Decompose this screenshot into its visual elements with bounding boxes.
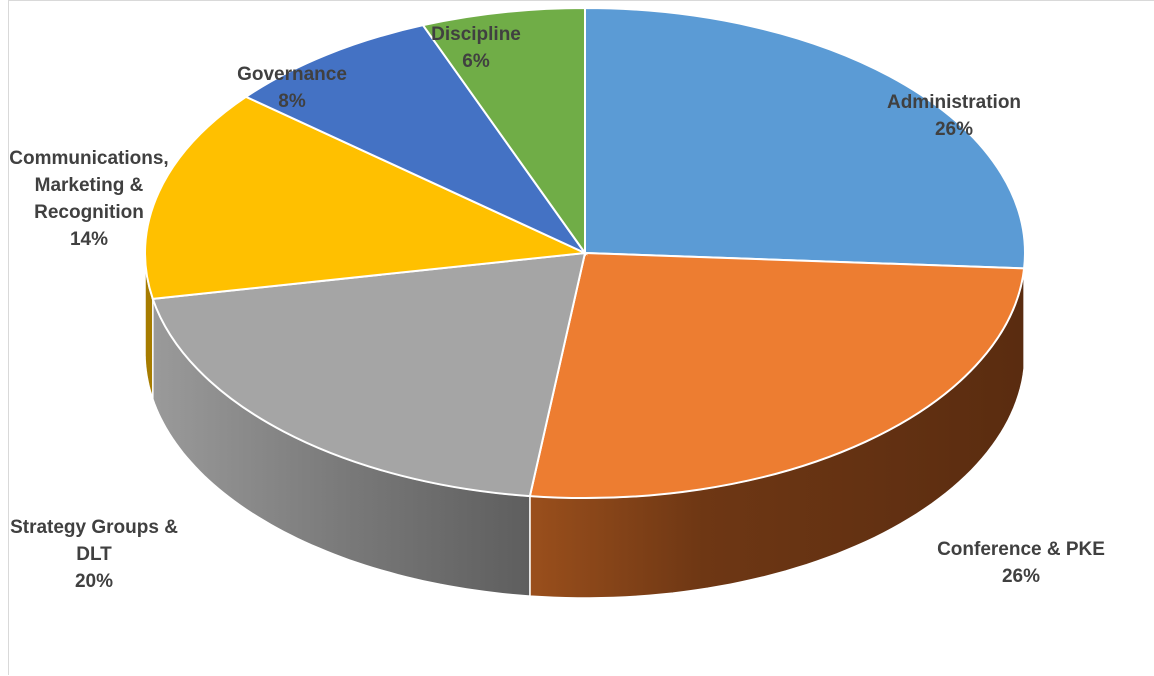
pie-slice-5[interactable]: [421, 6, 586, 257]
pie-slice-0[interactable]: [584, 6, 1026, 270]
pie-slice-4[interactable]: [243, 24, 588, 256]
pie-slice-1[interactable]: [528, 251, 1026, 500]
data-label-2: Strategy Groups & DLT 20%: [10, 517, 178, 592]
pie-slice-3[interactable]: [144, 95, 589, 300]
pie-slice-2[interactable]: [151, 251, 587, 498]
data-label-4: Governance 8%: [237, 64, 347, 112]
data-label-1: Conference & PKE 26%: [937, 539, 1105, 587]
pie-chart: Administration 26% Conference & PKE 26% Stra…: [9, 6, 1105, 599]
pie-sides: [144, 253, 1026, 599]
data-label-3: Communications, Marketing & Recognition 14%: [9, 148, 168, 250]
data-label-5: Discipline 6%: [431, 24, 521, 72]
chart-area: Administration 26% Conference & PKE 26% Stra…: [8, 0, 1154, 675]
data-label-0: Administration 26%: [887, 92, 1021, 140]
pie-labels: Administration 26% Conference & PKE 26% Stra…: [9, 24, 1105, 592]
pie-slices: [144, 6, 1026, 500]
